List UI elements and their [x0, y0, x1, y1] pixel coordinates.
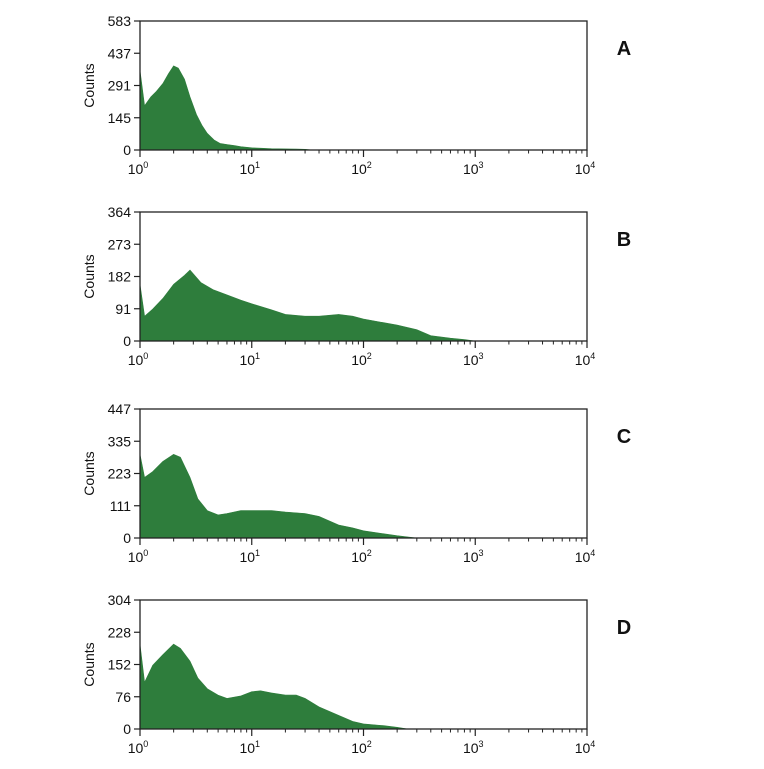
panel-letter: A	[617, 38, 631, 60]
x-tick-label: 100	[128, 548, 149, 565]
y-tick-label: 152	[108, 657, 132, 673]
x-tick-label: 100	[128, 160, 149, 177]
panel-c: 0 111 223 335 447 100 101 102 103 104 Counts C	[81, 401, 631, 565]
y-tick-label: 182	[108, 269, 132, 285]
histogram-area	[139, 453, 417, 539]
y-tick-label: 111	[110, 498, 131, 514]
x-tick-label: 102	[351, 160, 372, 177]
x-tick-label: 104	[575, 160, 596, 177]
x-tick-label: 101	[239, 351, 260, 368]
y-tick-label: 0	[123, 530, 131, 546]
x-tick-label: 100	[128, 739, 149, 756]
panel-letter: D	[617, 617, 631, 639]
x-tick-label: 102	[351, 739, 372, 756]
y-tick-label: 364	[108, 204, 132, 220]
x-tick-label: 102	[351, 351, 372, 368]
histogram-area	[139, 65, 313, 151]
plot-frame	[139, 20, 588, 151]
y-tick-label: 291	[108, 78, 132, 94]
x-tick-label: 101	[239, 160, 260, 177]
y-tick-label: 0	[123, 721, 131, 737]
y-tick-label: 0	[123, 142, 131, 158]
panel-a: 0 145 291 437 583 100 101 102 103 104 Counts A	[81, 13, 631, 177]
x-tick-label: 103	[463, 739, 484, 756]
y-tick-label: 437	[108, 45, 132, 61]
y-tick-label: 304	[108, 592, 132, 608]
panel-d: 0 76 152 228 304 100 101 102 103 104 Counts D	[81, 592, 631, 756]
x-tick-label: 103	[463, 351, 484, 368]
y-tick-label: 228	[108, 624, 132, 640]
y-axis-label: Counts	[81, 451, 97, 495]
panel-letter: C	[617, 426, 631, 448]
x-tick-label: 103	[463, 548, 484, 565]
y-tick-label: 335	[108, 433, 132, 449]
x-tick-label: 100	[128, 351, 149, 368]
x-tick-label: 101	[239, 548, 260, 565]
histogram-area	[139, 643, 409, 730]
panel-b: 0 91 182 273 364 100 101 102 103 104 Counts B	[81, 204, 631, 368]
y-tick-label: 447	[108, 401, 132, 417]
histogram-area	[139, 269, 476, 342]
panel-letter: B	[617, 229, 631, 251]
y-axis-label: Counts	[81, 254, 97, 298]
x-tick-label: 104	[575, 739, 596, 756]
x-tick-label: 103	[463, 160, 484, 177]
y-tick-label: 0	[123, 333, 131, 349]
y-tick-label: 223	[108, 466, 132, 482]
x-tick-label: 102	[351, 548, 372, 565]
x-tick-label: 104	[575, 351, 596, 368]
x-tick-label: 101	[239, 739, 260, 756]
y-tick-label: 91	[115, 301, 131, 317]
y-axis-label: Counts	[81, 63, 97, 107]
y-tick-label: 583	[108, 13, 132, 29]
y-tick-label: 145	[108, 110, 132, 126]
y-tick-label: 76	[115, 689, 131, 705]
y-tick-label: 273	[108, 236, 132, 252]
x-tick-label: 104	[575, 548, 596, 565]
y-axis-label: Counts	[81, 642, 97, 686]
